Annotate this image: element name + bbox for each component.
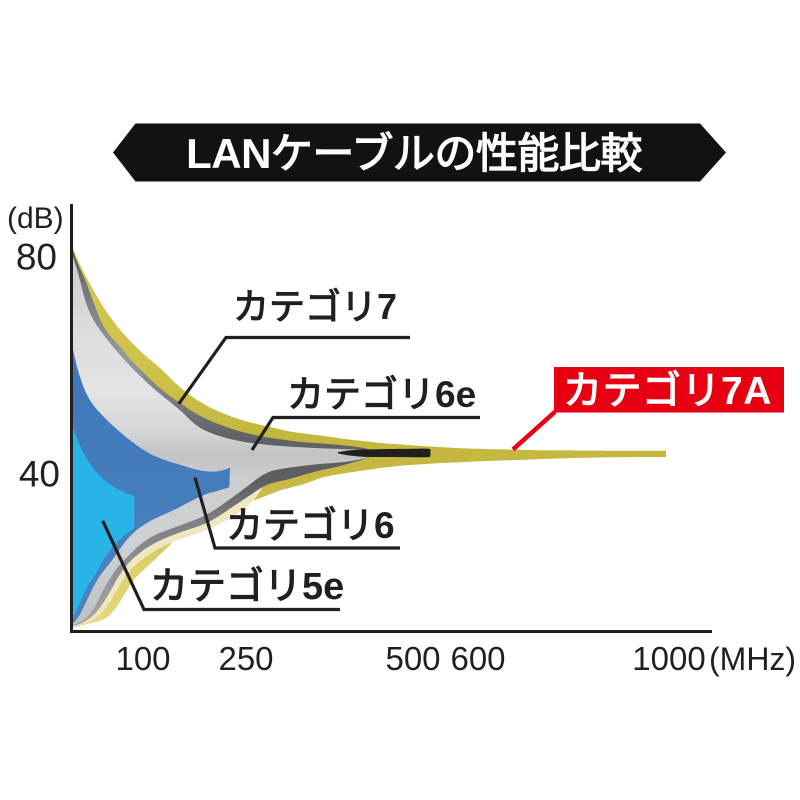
svg-text:カテゴリ6e: カテゴリ6e bbox=[287, 373, 476, 415]
svg-text:(dB): (dB) bbox=[7, 202, 64, 235]
svg-text:カテゴリ5e: カテゴリ5e bbox=[150, 565, 344, 608]
svg-text:600: 600 bbox=[450, 640, 505, 677]
svg-text:500: 500 bbox=[385, 640, 440, 677]
svg-text:カテゴリ7: カテゴリ7 bbox=[233, 286, 397, 327]
svg-text:(MHz): (MHz) bbox=[709, 641, 796, 677]
svg-text:250: 250 bbox=[218, 640, 273, 677]
svg-text:1000: 1000 bbox=[632, 640, 705, 677]
svg-text:カテゴリ7A: カテゴリ7A bbox=[563, 369, 772, 413]
svg-text:80: 80 bbox=[16, 237, 57, 278]
svg-text:LANケーブルの性能比較: LANケーブルの性能比較 bbox=[186, 130, 643, 177]
svg-text:100: 100 bbox=[115, 640, 170, 677]
svg-text:カテゴリ6: カテゴリ6 bbox=[226, 504, 395, 546]
svg-text:40: 40 bbox=[19, 454, 60, 495]
